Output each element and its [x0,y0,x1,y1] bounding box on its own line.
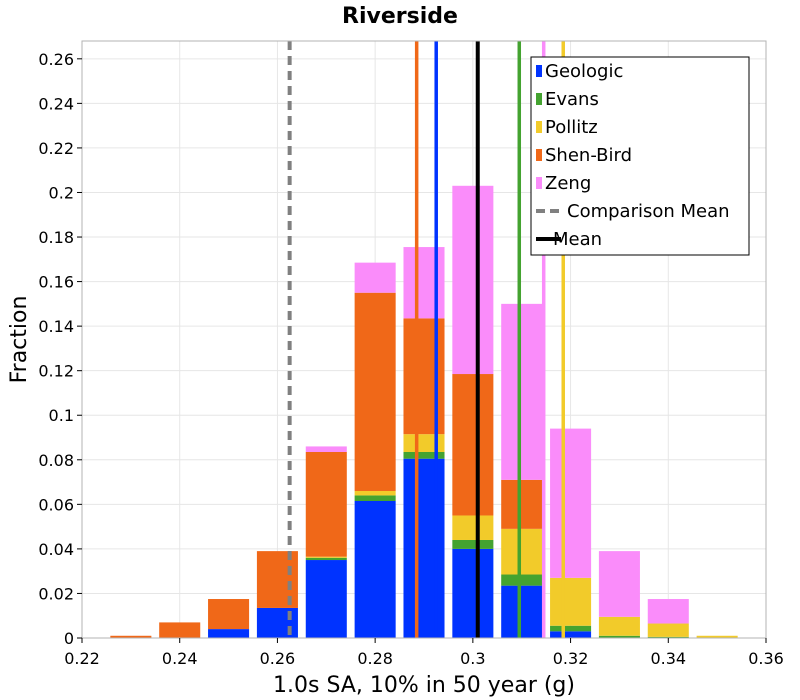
bar-evans [501,574,543,586]
bar-zeng [647,599,689,624]
bar-geologic [452,548,494,638]
plot-area-frame [81,40,767,639]
bar-shen-bird [354,292,396,491]
y-tick-label: 0.14 [38,317,74,336]
bar-pollitz [696,635,738,638]
y-tick-label: 0.2 [49,183,74,202]
legend-swatch-pollitz [536,121,542,133]
legend-swatch-shen-bird [536,149,542,161]
y-tick-label: 0.04 [38,540,74,559]
bar-pollitz [550,577,592,626]
bar-evans [305,557,347,561]
x-tick-label: 0.36 [748,649,784,668]
legend-label-mean: Mean [553,229,602,250]
legend-label-geologic: Geologic [545,61,623,82]
legend: Geologic Evans Pollitz Shen-Bird Zeng Compari… [530,56,750,256]
x-tick-label: 0.3 [460,649,485,668]
legend-label-pollitz: Pollitz [545,117,598,138]
vertical-lines-group [287,41,565,638]
x-axis-label: 1.0s SA, 10% in 50 year (g) [273,673,575,698]
legend-label-comparison-mean: Comparison Mean [567,201,730,222]
y-tick-label: 0.16 [38,273,74,292]
bar-zeng [354,262,396,293]
bar-geologic [305,560,347,638]
x-tick-label: 0.32 [553,649,589,668]
chart-title: Riverside [342,4,458,29]
x-tick-label: 0.28 [357,649,393,668]
bar-shen-bird [256,551,298,608]
legend-label-zeng: Zeng [545,173,591,194]
bar-evans [647,636,689,638]
x-tick-label: 0.34 [650,649,686,668]
bar-zeng [403,247,445,319]
bar-zeng [305,446,347,452]
x-axis-ticks: 0.22 0.24 0.26 0.28 0.3 0.32 0.34 0.36 [64,638,784,668]
bar-geologic [256,607,298,638]
bar-shen-bird [403,318,445,435]
y-axis-label: Fraction [7,296,32,384]
legend-swatch-zeng [536,177,542,189]
bar-shen-bird [159,622,201,638]
x-tick-label: 0.26 [260,649,296,668]
y-tick-label: 0.1 [49,406,74,425]
legend-label-shen-bird: Shen-Bird [545,145,632,166]
bar-evans [403,451,445,459]
bar-pollitz [647,623,689,637]
y-tick-label: 0.06 [38,495,74,514]
bar-shen-bird [452,374,494,516]
y-tick-label: 0.22 [38,139,74,158]
bar-shen-bird [501,479,543,529]
bar-zeng [550,428,592,578]
bar-geologic [354,501,396,638]
bar-zeng [501,303,543,480]
bar-pollitz [501,528,543,575]
bar-shen-bird [305,451,347,557]
bar-shen-bird [110,635,152,638]
bar-zeng [598,551,640,617]
x-tick-label: 0.24 [162,649,198,668]
y-tick-label: 0.26 [38,50,74,69]
bar-shen-bird [208,599,250,630]
y-tick-label: 0.12 [38,362,74,381]
x-tick-label: 0.22 [64,649,100,668]
y-axis-ticks: 0 0.02 0.04 0.06 0.08 0.1 0.12 0.14 0.16 0.18 0.2 0… [38,50,82,648]
bar-pollitz [452,515,494,540]
bar-pollitz [403,434,445,452]
bar-pollitz [598,616,640,636]
bar-evans [452,539,494,549]
legend-box [530,56,750,256]
bar-evans [550,625,592,632]
bar-evans [598,635,640,638]
bar-geologic [501,585,543,638]
y-tick-label: 0.08 [38,451,74,470]
bar-pollitz [354,490,396,496]
bar-pollitz [305,556,347,558]
bar-geologic [403,458,445,638]
y-tick-label: 0 [64,629,74,648]
y-tick-label: 0.18 [38,228,74,247]
legend-swatch-geologic [536,65,542,77]
y-tick-label: 0.02 [38,584,74,603]
bar-geologic [208,629,250,638]
legend-label-evans: Evans [545,89,599,110]
bar-zeng [452,185,494,375]
bar-evans [354,495,396,502]
y-tick-label: 0.24 [38,94,74,113]
legend-swatch-evans [536,93,542,105]
bar-geologic [550,631,592,638]
